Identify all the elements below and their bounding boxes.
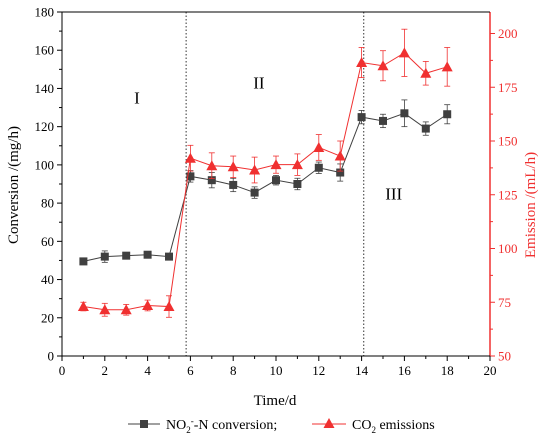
- data-point: [421, 124, 430, 133]
- data-point: [336, 168, 345, 177]
- x-tick-label: 12: [312, 363, 325, 378]
- x-tick-label: 0: [59, 363, 66, 378]
- data-point: [334, 150, 346, 161]
- right-tick-label: 50: [498, 349, 511, 364]
- data-point: [357, 113, 366, 122]
- x-tick-label: 14: [355, 363, 369, 378]
- legend-label-nitrite: NO2--N conversion;: [166, 416, 277, 435]
- left-tick-label: 140: [35, 81, 55, 96]
- right-tick-label: 125: [498, 187, 518, 202]
- data-point: [206, 160, 218, 171]
- legend-label-co2: CO2 emissions: [352, 418, 435, 435]
- data-point: [142, 299, 154, 310]
- x-tick-label: 20: [484, 363, 497, 378]
- series-co2-emissions: [77, 28, 453, 318]
- series-line: [83, 52, 448, 311]
- left-y-axis-label: Conversion /(mg/h): [6, 126, 22, 244]
- data-point: [165, 252, 173, 261]
- x-axis: 0 2 4 6 8 10 12 14 16 18 20: [59, 11, 497, 378]
- x-tick-label: 8: [230, 363, 237, 378]
- x-tick-label: 4: [144, 363, 151, 378]
- data-point: [272, 176, 280, 185]
- phase-label: I: [134, 89, 140, 108]
- data-point: [163, 301, 175, 312]
- right-y-axis-label: Emission /(mL/h): [523, 152, 539, 258]
- x-tick-label: 2: [102, 363, 109, 378]
- data-point: [143, 250, 152, 259]
- data-point: [314, 163, 323, 172]
- left-tick-label: 0: [48, 349, 55, 364]
- phase-dividers: [185, 12, 365, 356]
- left-tick-label: 120: [35, 119, 55, 134]
- data-point: [184, 152, 196, 163]
- right-tick-label: 200: [498, 26, 518, 41]
- phase-label: III: [385, 184, 402, 203]
- phase-label: II: [253, 73, 265, 92]
- right-y-axis: 50 75 100 125 150 175 200: [489, 12, 518, 364]
- data-point: [77, 301, 89, 312]
- series-nitrite-conversion: [79, 99, 452, 266]
- data-point: [293, 180, 302, 188]
- data-point: [79, 257, 88, 266]
- x-tick-label: 10: [270, 363, 283, 378]
- data-point: [377, 60, 389, 71]
- left-y-axis: 0 20 40 60 80 100 120 140 160 180: [35, 5, 63, 364]
- data-point: [398, 47, 410, 58]
- x-tick-label: 6: [187, 363, 194, 378]
- left-tick-label: 180: [35, 5, 55, 20]
- data-point: [186, 172, 195, 181]
- data-point: [443, 110, 452, 119]
- legend-marker-nitrite: [140, 420, 148, 428]
- left-tick-label: 100: [35, 157, 55, 172]
- data-point: [100, 252, 109, 261]
- x-tick-label: 16: [398, 363, 412, 378]
- data-point: [229, 180, 238, 189]
- left-tick-label: 60: [41, 234, 54, 249]
- data-point: [227, 161, 239, 172]
- data-point: [291, 159, 303, 170]
- x-axis-label: Time/d: [254, 393, 297, 409]
- data-point: [356, 57, 368, 68]
- right-tick-label: 150: [498, 134, 518, 149]
- data-point: [250, 188, 259, 197]
- left-tick-label: 40: [41, 272, 54, 287]
- data-point: [99, 304, 111, 315]
- right-tick-label: 75: [498, 295, 511, 310]
- data-point: [122, 251, 131, 260]
- series-layer: [77, 28, 453, 318]
- data-point: [207, 176, 216, 185]
- data-point: [249, 164, 261, 175]
- legend-marker-co2: [323, 418, 335, 428]
- data-point: [441, 61, 453, 72]
- data-point: [420, 67, 432, 78]
- data-point: [313, 141, 325, 152]
- left-tick-label: 20: [41, 310, 54, 325]
- right-tick-label: 175: [498, 80, 518, 95]
- x-tick-label: 18: [441, 363, 454, 378]
- data-point: [120, 304, 132, 315]
- left-tick-label: 160: [35, 43, 55, 58]
- data-point: [379, 116, 387, 125]
- legend: NO2--N conversion; CO2 emissions: [128, 416, 435, 435]
- data-point: [270, 159, 282, 170]
- right-tick-label: 100: [498, 241, 518, 256]
- left-tick-label: 80: [41, 196, 54, 211]
- data-point: [400, 109, 409, 118]
